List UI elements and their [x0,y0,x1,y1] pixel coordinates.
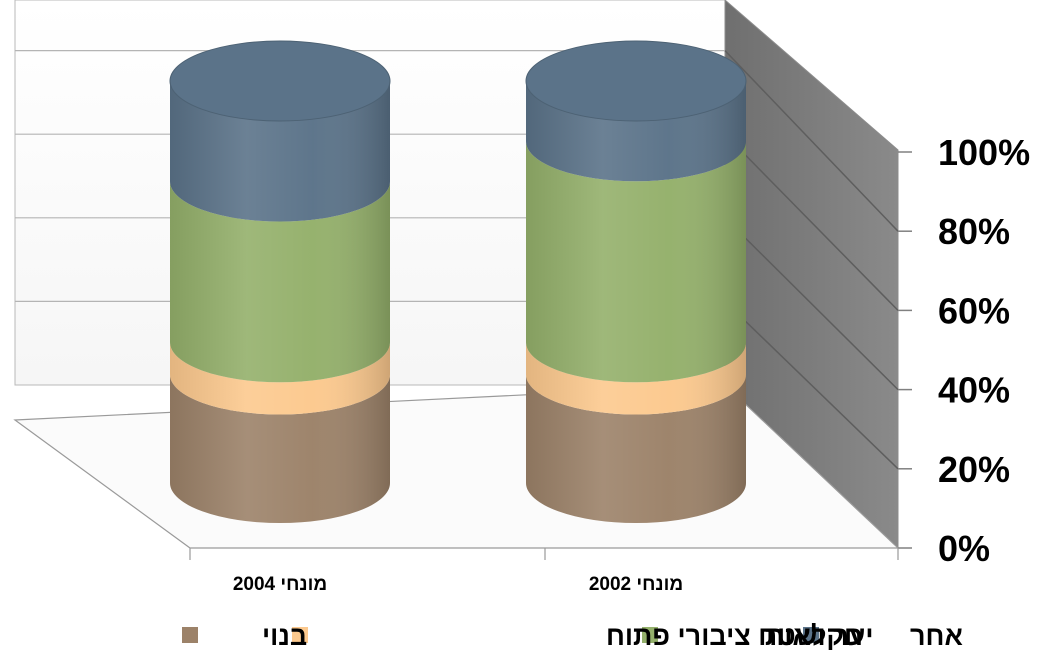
y-tick-label: 0% [938,528,990,569]
gridline-side [724,300,899,470]
cylinder-1 [169,40,391,523]
cylinder-0 [525,40,747,523]
bar-shading [170,374,390,523]
bar-shading [526,342,746,415]
bar-shading [526,374,746,523]
x-axis: מונחי 2002 מונחי 2004 [189,548,899,595]
bar-shading [170,181,390,383]
cylinder-top [525,40,747,122]
legend-swatch [803,627,819,643]
y-tick-label: 100% [938,132,1030,173]
gridline-side [724,217,899,391]
y-tick-label: 80% [938,211,1010,252]
legend-swatch [642,627,658,643]
legend-swatch [182,627,198,643]
gridline-side [724,50,899,232]
y-tick-label: 60% [938,290,1010,331]
x-category-label: מונחי 2002 [589,574,683,595]
legend-label: יער ושטח ציבורי פתוח [606,621,873,651]
bar-shading [526,141,746,383]
y-tick-label: 20% [938,449,1010,490]
y-axis-ticks: 0% 20% 40% 60% 80% 100% [898,132,1030,569]
x-category-label: מונחי 2004 [233,574,327,595]
y-tick-label: 40% [938,370,1010,411]
bar-shading [526,81,746,182]
legend-label: חקלאות [765,621,863,651]
bar-shading [170,342,390,415]
legend-label: בנוי [262,621,307,651]
legend-label: אחר [910,621,963,651]
legend-swatch [292,627,308,643]
gridline-side [724,133,899,311]
cylinders [169,40,747,523]
cylinder-top [169,40,391,122]
